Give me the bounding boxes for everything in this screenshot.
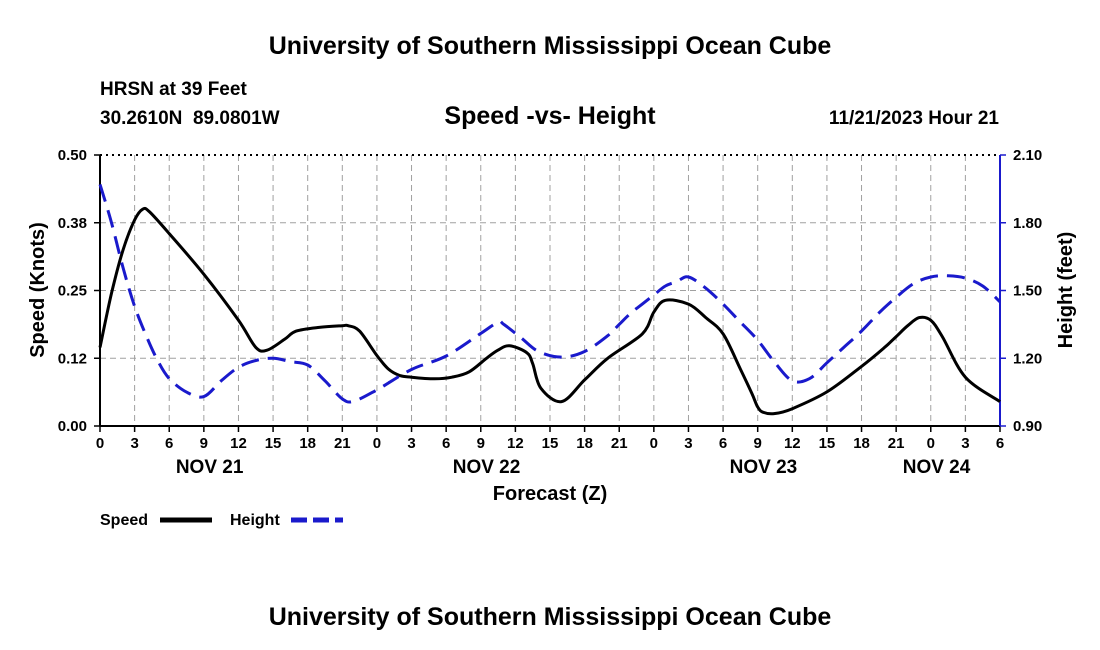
data-series [98, 183, 1002, 416]
y2-tick-label: 2.10 [1013, 147, 1042, 164]
y2-tick-label: 1.80 [1013, 215, 1042, 232]
y2-tick-label: 1.50 [1013, 283, 1042, 300]
date-label: NOV 22 [453, 457, 521, 478]
y-tick-label: 0.38 [58, 215, 87, 232]
x-tick-label: 3 [407, 435, 415, 452]
x-tick-label: 0 [650, 435, 658, 452]
x-tick-label: 9 [477, 435, 485, 452]
left-y-axis-ticks: 0.00 0.12 0.25 0.38 0.50 [58, 147, 100, 435]
x-tick-label: 15 [542, 435, 559, 452]
x-tick-label: 21 [334, 435, 351, 452]
x-tick-label: 15 [265, 435, 282, 452]
x-tick-label: 21 [888, 435, 905, 452]
station-name: HRSN at 39 Feet [100, 79, 247, 100]
legend-speed-label: Speed [100, 512, 148, 529]
x-tick-label: 9 [754, 435, 762, 452]
x-tick-label: 0 [96, 435, 104, 452]
y-tick-label: 0.00 [58, 418, 87, 435]
x-tick-label: 15 [819, 435, 836, 452]
footer-title: University of Southern Mississippi Ocean… [269, 603, 832, 631]
x-tick-label: 12 [230, 435, 247, 452]
station-coords: 30.2610N 89.0801W [100, 108, 280, 129]
speed-series-line [98, 206, 1001, 416]
y2-tick-label: 0.90 [1013, 418, 1042, 435]
x-tick-label: 12 [784, 435, 801, 452]
x-tick-label: 12 [507, 435, 524, 452]
right-y-axis-label: Height (feet) [1055, 232, 1077, 349]
grid-lines [100, 155, 1000, 426]
y-tick-label: 0.50 [58, 147, 87, 164]
legend: Speed Height [100, 512, 343, 529]
date-label: NOV 24 [903, 457, 971, 478]
x-tick-label: 6 [719, 435, 727, 452]
legend-height-label: Height [230, 512, 280, 529]
x-tick-label: 3 [684, 435, 692, 452]
date-label: NOV 23 [730, 457, 798, 478]
x-tick-label: 9 [200, 435, 208, 452]
date-label: NOV 21 [176, 457, 244, 478]
x-tick-label: 18 [853, 435, 870, 452]
right-y-axis-ticks: 0.90 1.20 1.50 1.80 2.10 [1000, 147, 1042, 435]
y2-tick-label: 1.20 [1013, 350, 1042, 367]
x-tick-label: 6 [442, 435, 450, 452]
x-tick-label: 3 [961, 435, 969, 452]
x-tick-label: 18 [576, 435, 593, 452]
x-tick-label: 0 [373, 435, 381, 452]
x-tick-label: 21 [611, 435, 628, 452]
x-tick-label: 18 [299, 435, 316, 452]
left-y-axis-label: Speed (Knots) [27, 222, 49, 358]
x-tick-label: 0 [927, 435, 935, 452]
x-tick-label: 3 [130, 435, 138, 452]
chart-title: Speed -vs- Height [444, 102, 656, 130]
forecast-datetime: 11/21/2023 Hour 21 [829, 108, 999, 129]
page-title: University of Southern Mississippi Ocean… [269, 32, 832, 60]
x-tick-label: 6 [165, 435, 173, 452]
x-axis-label: Forecast (Z) [493, 483, 607, 505]
y-tick-label: 0.12 [58, 350, 87, 367]
x-tick-label: 6 [996, 435, 1004, 452]
date-labels: NOV 21 NOV 22 NOV 23 NOV 24 [176, 457, 971, 478]
y-tick-label: 0.25 [58, 283, 87, 300]
x-axis-ticks: 0 3 6 9 12 15 18 21 0 3 6 9 12 15 18 21 0 3 6 9 12 15 18 21 0 3 6 [96, 426, 1004, 452]
height-series-line [98, 183, 1002, 404]
